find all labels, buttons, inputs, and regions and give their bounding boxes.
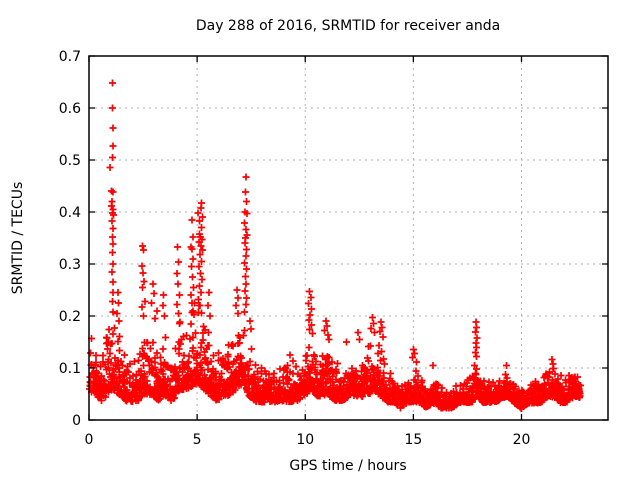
y-tick-label: 0.2 — [59, 309, 81, 325]
plot-border — [88, 55, 609, 421]
x-axis-label: GPS time / hours — [289, 458, 406, 474]
y-tick-label: 0.6 — [59, 101, 81, 117]
chart-title: Day 288 of 2016, SRMTID for receiver and… — [196, 18, 500, 34]
tick-labels: 0 5 10 15 20 0 0.1 0.2 0.3 0.4 0.5 0.6 0.7 — [59, 49, 531, 448]
y-tick-label: 0 — [72, 413, 81, 429]
x-tick-label: 5 — [193, 432, 202, 448]
x-tick-label: 10 — [296, 432, 314, 448]
y-tick-label: 0.3 — [59, 257, 81, 273]
y-tick-label: 0.5 — [59, 153, 81, 169]
y-axis-label: SRMTID / TECUs — [10, 182, 26, 295]
y-tick-label: 0.1 — [59, 361, 81, 377]
scatter-points-srmtid — [86, 79, 584, 412]
x-tick-label: 0 — [85, 432, 94, 448]
x-tick-label: 20 — [513, 432, 531, 448]
y-tick-label: 0.4 — [59, 205, 81, 221]
x-tick-label: 15 — [404, 432, 422, 448]
y-tick-label: 0.7 — [59, 49, 81, 65]
